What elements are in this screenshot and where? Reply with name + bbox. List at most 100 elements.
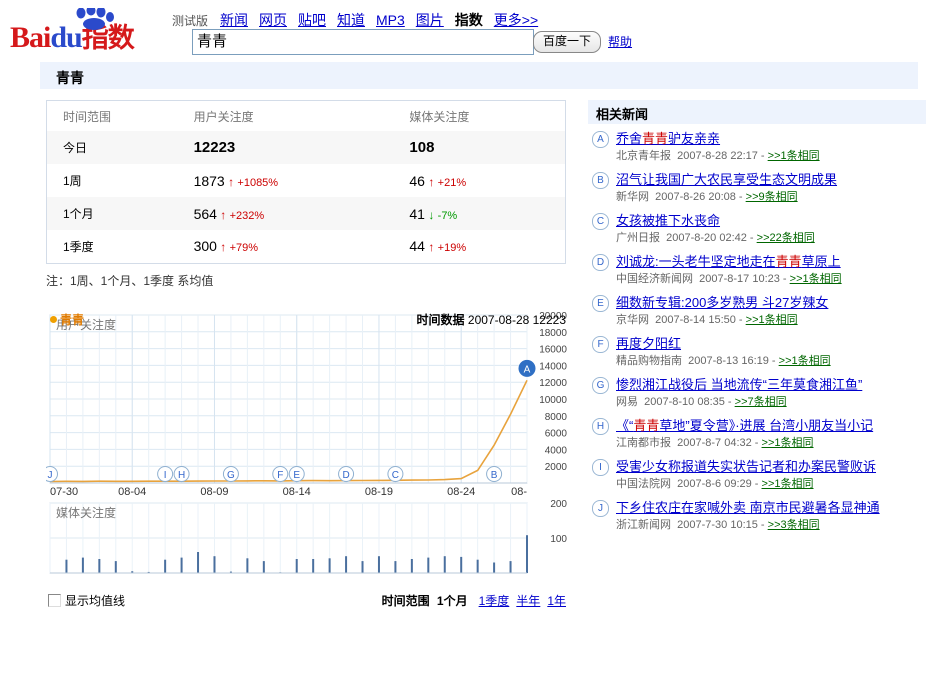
stats-range-month: 1个月 (63, 207, 94, 221)
list-item: G 惨烈湘江战役后 当地流传“三年莫食湘江鱼” 网易 2007-8-10 08:35… (588, 376, 926, 410)
news-similar-link[interactable]: >>1条相同 (778, 355, 831, 367)
nav-item-news[interactable]: 新闻 (220, 12, 248, 28)
list-item: F 再度夕阳红 精品购物指南 2007-8-13 16:19 - >>1条相同 (588, 335, 926, 369)
news-source: 江南都市报 (616, 437, 671, 449)
nav-item-index-current[interactable]: 指数 (454, 12, 483, 28)
news-meta: 网易 2007-8-10 08:35 - >>7条相同 (616, 396, 787, 408)
svg-text:G: G (227, 470, 235, 481)
nav-item-more[interactable]: 更多>> (493, 12, 539, 28)
svg-text:6000: 6000 (545, 428, 568, 439)
table-row: 1周 1873 ↑ +1085% 46 ↑ +21% (47, 164, 566, 197)
stats-media-quarter: 44 (409, 238, 425, 255)
news-similar-link[interactable]: >>1条相同 (761, 437, 814, 449)
news-link[interactable]: 女孩被推下水丧命 (616, 213, 721, 228)
news-similar-link[interactable]: >>1条相同 (745, 314, 798, 326)
legend-dot-icon (50, 315, 57, 323)
news-date: 2007-8-14 15:50 (655, 314, 736, 326)
news-heading: 相关新闻 (596, 107, 649, 122)
stats-user-quarter: 300 (193, 238, 217, 255)
news-meta: 京华网 2007-8-14 15:50 - >>1条相同 (616, 314, 798, 326)
news-date: 2007-8-7 04:32 (677, 437, 752, 449)
news-badge-h: H (592, 418, 609, 435)
news-similar-link[interactable]: >>1条相同 (767, 150, 820, 162)
checkbox-icon[interactable] (48, 593, 61, 607)
svg-text:B: B (491, 470, 498, 481)
news-link[interactable]: 下乡住农庄在家喊外卖 南京市民避暑各显神通 (616, 500, 880, 515)
svg-text:12000: 12000 (539, 378, 567, 389)
svg-text:4000: 4000 (545, 445, 568, 456)
news-highlight: 青青 (775, 254, 802, 269)
trend-up-icon: ↑ (428, 174, 435, 189)
svg-text:200: 200 (550, 499, 567, 510)
search-button[interactable]: 百度一下 (533, 31, 601, 53)
news-similar-link[interactable]: >>1条相同 (761, 478, 814, 490)
svg-text:08-04: 08-04 (118, 486, 146, 498)
news-meta: 中国经济新闻网 2007-8-17 10:23 - >>1条相同 (616, 273, 842, 285)
svg-text:8000: 8000 (545, 411, 568, 422)
nav-item-web[interactable]: 网页 (259, 12, 287, 28)
nav-item-zhidao[interactable]: 知道 (337, 12, 365, 28)
news-source: 新华网 (616, 191, 649, 203)
news-title: 受害少女称报道失实状告记者和办案民警败诉 (616, 458, 926, 475)
news-title: 刘诚龙:一头老牛坚定地走在青青草原上 (616, 253, 926, 270)
news-link[interactable]: 刘诚龙:一头老牛坚定地走在青青草原上 (616, 254, 841, 269)
svg-text:I: I (164, 470, 167, 481)
news-similar-link[interactable]: >>22条相同 (756, 232, 815, 244)
news-link[interactable]: 惨烈湘江战役后 当地流传“三年莫食湘江鱼” (616, 377, 863, 392)
news-meta: 中国法院网 2007-8-6 09:29 - >>1条相同 (616, 478, 814, 490)
news-highlight: 青青 (633, 418, 660, 433)
news-meta: 江南都市报 2007-8-7 04:32 - >>1条相同 (616, 437, 814, 449)
news-link[interactable]: 受害少女称报道失实状告记者和办案民警败诉 (616, 459, 877, 474)
news-source: 京华网 (616, 314, 649, 326)
search-input[interactable] (192, 29, 534, 55)
stats-media-month: 41 (409, 205, 425, 222)
nav-item-tieba[interactable]: 贴吧 (298, 12, 326, 28)
range-option-quarter[interactable]: 1季度 (478, 593, 510, 608)
trend-down-icon: ↓ (428, 207, 435, 222)
svg-text:16000: 16000 (539, 344, 567, 355)
table-row: 1季度 300 ↑ +79% 44 ↑ +19% (47, 230, 566, 263)
nav-item-images[interactable]: 图片 (415, 12, 444, 28)
svg-text:H: H (178, 470, 185, 481)
trend-up-icon: ↑ (220, 207, 227, 222)
paw-print-icon (76, 8, 114, 30)
svg-text:08-19: 08-19 (365, 486, 393, 498)
range-option-month-selected[interactable]: 1个月 (436, 593, 468, 608)
news-source: 精品购物指南 (616, 355, 682, 367)
svg-text:07-30: 07-30 (50, 486, 78, 498)
news-highlight: 青青 (642, 131, 669, 146)
list-item: H 《“青青草地”夏令营》·进展 台湾小朋友当小记 江南都市报 2007-8-7 0… (588, 417, 926, 451)
svg-text:2000: 2000 (545, 462, 568, 473)
news-date: 2007-8-6 09:29 (677, 478, 752, 490)
chart-legend: 青青 (50, 311, 84, 328)
news-title: 女孩被推下水丧命 (616, 212, 926, 229)
news-title: 下乡住农庄在家喊外卖 南京市民避暑各显神通 (616, 499, 926, 516)
stats-range-today: 今日 (63, 141, 88, 155)
news-link[interactable]: 《“青青草地”夏令营》·进展 台湾小朋友当小记 (616, 418, 874, 433)
news-similar-link[interactable]: >>7条相同 (734, 396, 787, 408)
trend-chart[interactable]: 2000 4000 6000 8000 10000 12000 14000 16000 1800… (46, 311, 568, 588)
stats-media-today: 108 (409, 139, 435, 156)
range-option-halfyear[interactable]: 半年 (516, 593, 541, 608)
news-date: 2007-8-20 02:42 (666, 232, 747, 244)
svg-text:08-09: 08-09 (200, 486, 228, 498)
news-link[interactable]: 沼气让我国广大农民享受生态文明成果 (616, 172, 838, 187)
news-similar-link[interactable]: >>9条相同 (745, 191, 798, 203)
range-option-year[interactable]: 1年 (547, 593, 566, 608)
svg-text:18000: 18000 (539, 327, 567, 338)
news-link[interactable]: 再度夕阳红 (616, 336, 682, 351)
news-link[interactable]: 乔舍青青驴友亲亲 (616, 131, 721, 146)
news-similar-link[interactable]: >>3条相同 (767, 519, 820, 531)
news-link[interactable]: 细数新专辑:200多岁熟男 斗27岁辣女 (616, 295, 829, 310)
keyword-band: 青青 (40, 62, 918, 89)
baidu-logo[interactable]: Baidu指数 (10, 8, 170, 56)
stats-user-month: 564 (193, 205, 217, 222)
news-similar-link[interactable]: >>1条相同 (789, 273, 842, 285)
nav-item-mp3[interactable]: MP3 (376, 12, 405, 28)
svg-text:100: 100 (550, 534, 567, 545)
stats-range-week: 1周 (63, 174, 82, 188)
stats-col-user: 用户关注度 (193, 109, 254, 124)
show-average-toggle[interactable]: 显示均值线 (48, 592, 125, 609)
help-link[interactable]: 帮助 (608, 35, 633, 49)
